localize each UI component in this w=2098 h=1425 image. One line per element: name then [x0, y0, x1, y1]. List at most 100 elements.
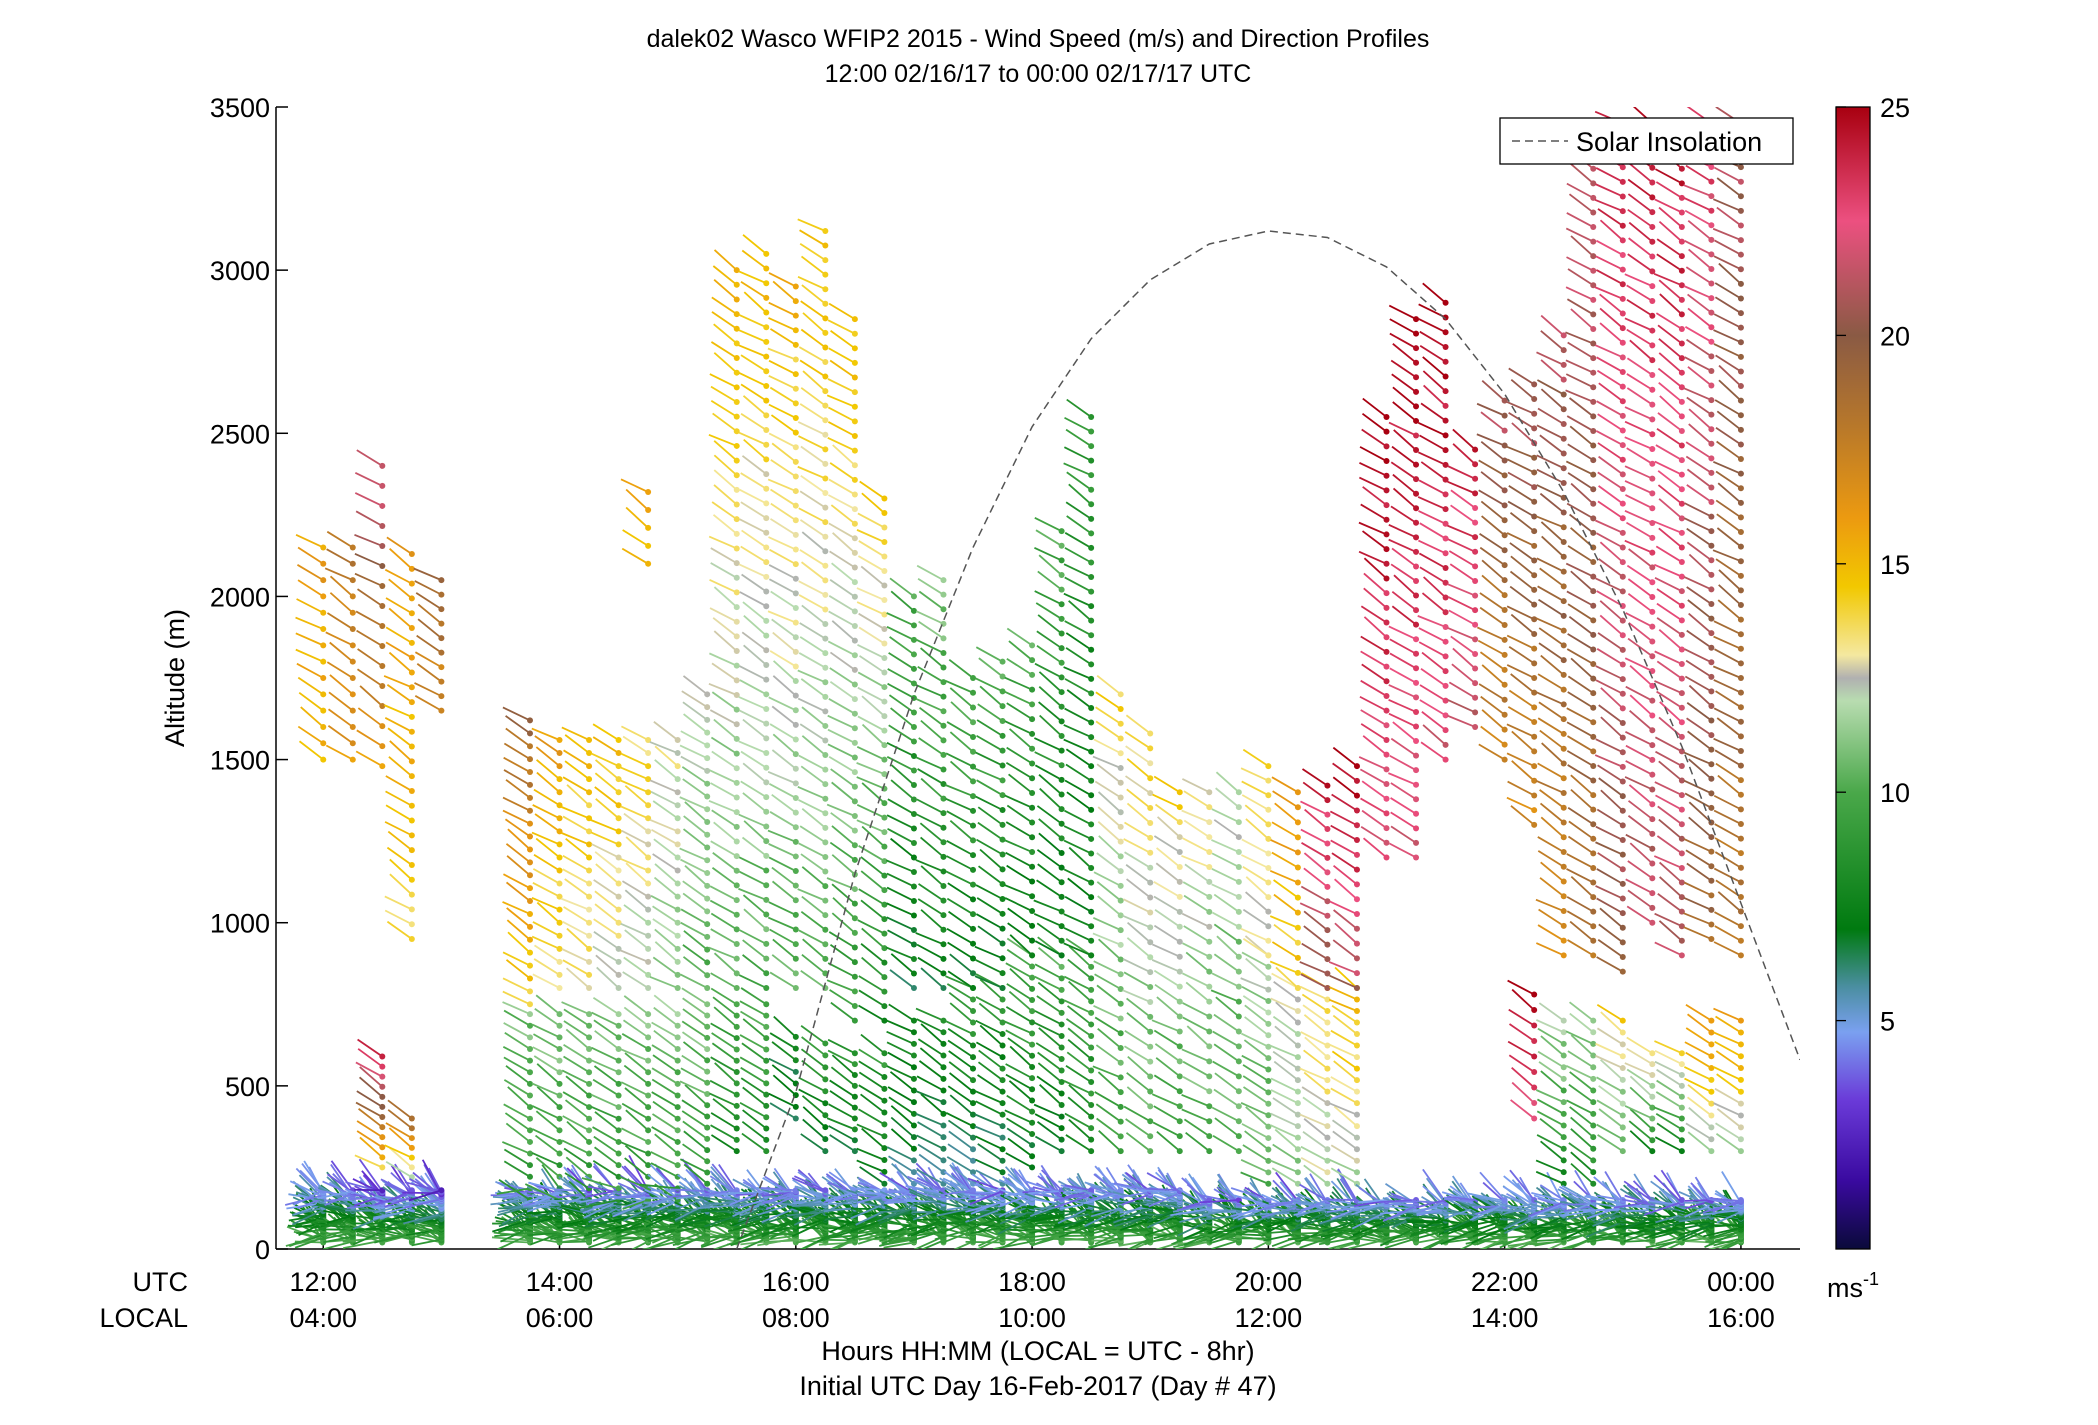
wind-barb-point [763, 911, 770, 918]
wind-barb [592, 723, 620, 741]
wind-barb-point [763, 573, 770, 580]
wind-barb [498, 1178, 531, 1201]
wind-barb [497, 1233, 531, 1249]
wind-barb [503, 1056, 531, 1073]
wind-barb [535, 1157, 561, 1178]
wind-barb [501, 1141, 531, 1155]
wind-barb [654, 941, 679, 963]
wind-barb [1063, 868, 1092, 884]
wind-barb [345, 1209, 383, 1212]
wind-barb-point [586, 945, 593, 952]
wind-barb [624, 1087, 649, 1108]
wind-barb-point [645, 932, 652, 939]
wind-barb [738, 314, 767, 329]
wind-barb [553, 1216, 590, 1226]
wind-barb-point [1088, 763, 1095, 770]
wind-barb [767, 829, 797, 843]
wind-barb-point [379, 1093, 386, 1100]
wind-barb-point [999, 777, 1006, 784]
wind-barb-point [674, 971, 681, 978]
wind-barb [592, 1165, 620, 1194]
wind-barb-point [586, 776, 593, 783]
wind-barb-point [704, 882, 711, 889]
wind-barb [710, 736, 738, 755]
wind-barb-point [1117, 1103, 1124, 1110]
wind-barb [1034, 662, 1063, 679]
wind-barb [326, 548, 354, 565]
wind-barb [404, 1181, 442, 1193]
wind-barb-point [615, 776, 622, 783]
wind-barb [768, 578, 797, 595]
wind-barb-point [586, 1138, 593, 1145]
wind-barb-point [940, 577, 947, 584]
y-tick-label: 1500 [210, 746, 270, 776]
wind-barb-point [615, 1173, 622, 1180]
wind-barb [494, 1231, 531, 1238]
wind-barb-point [586, 1057, 593, 1064]
wind-barb [620, 922, 649, 937]
wind-barb-point [851, 652, 858, 659]
wind-barb [856, 587, 885, 601]
wind-barb-point [999, 1065, 1006, 1072]
wind-barb [1039, 1084, 1063, 1106]
wind-barb-point [674, 763, 681, 770]
wind-barb-point [586, 1150, 593, 1157]
wind-barb-point [379, 703, 386, 710]
wind-barb-point [645, 1069, 652, 1076]
wind-barb-point [910, 912, 917, 919]
wind-barb [384, 895, 413, 911]
wind-barb-point [910, 593, 917, 600]
wind-barb-point [320, 658, 327, 665]
wind-barb-point [970, 1157, 977, 1164]
wind-barb [739, 870, 767, 886]
wind-barb [711, 296, 738, 315]
wind-barb-point [527, 743, 533, 750]
wind-barb [560, 806, 590, 820]
wind-barb [858, 1084, 885, 1102]
wind-barb-point [822, 329, 829, 336]
wind-barb [739, 1034, 767, 1051]
wind-barb [798, 799, 826, 815]
wind-barb-point [645, 1057, 652, 1064]
wind-barb [356, 1090, 383, 1108]
wind-barb [712, 996, 738, 1017]
wind-barb-point [851, 1082, 858, 1089]
wind-barb-point [1088, 850, 1095, 857]
wind-barb [1063, 666, 1092, 680]
wind-barb [1067, 1027, 1092, 1049]
wind-barb [1006, 702, 1033, 720]
wind-barb [498, 1220, 531, 1234]
wind-barb-point [733, 897, 740, 904]
wind-barb [387, 727, 413, 748]
wind-barb [564, 1172, 590, 1190]
wind-barb-point [792, 1057, 799, 1064]
wind-barb-point [1088, 646, 1095, 653]
wind-barb-point [349, 740, 356, 747]
x-axis-label: Hours HH:MM (LOCAL = UTC - 8hr) [821, 1336, 1254, 1366]
wind-barb-point [733, 633, 740, 640]
wind-barb [593, 879, 620, 898]
wind-barb-point [792, 634, 799, 641]
wind-barb-point [527, 846, 533, 853]
wind-barb-point [556, 789, 563, 796]
wind-barb [887, 1051, 915, 1068]
wind-barb [771, 749, 797, 770]
wind-barb [590, 819, 619, 833]
wind-barb-point [1058, 986, 1065, 993]
wind-barb [505, 881, 531, 902]
wind-barb-point [851, 1071, 858, 1078]
wind-barb [771, 1041, 797, 1061]
wind-barb-point [674, 1034, 681, 1041]
wind-barb-point [674, 802, 681, 809]
wind-barb [770, 518, 797, 536]
wind-barb [742, 1109, 767, 1130]
wind-barb-point [733, 1035, 740, 1042]
wind-barb-point [733, 560, 740, 567]
wind-barb [355, 510, 383, 527]
wind-barb-point [1029, 1142, 1036, 1149]
wind-barb [324, 567, 354, 581]
wind-barb-point [851, 506, 858, 513]
wind-barb-point [851, 929, 858, 936]
wind-barb [800, 910, 826, 931]
wind-barb-point [408, 847, 415, 854]
